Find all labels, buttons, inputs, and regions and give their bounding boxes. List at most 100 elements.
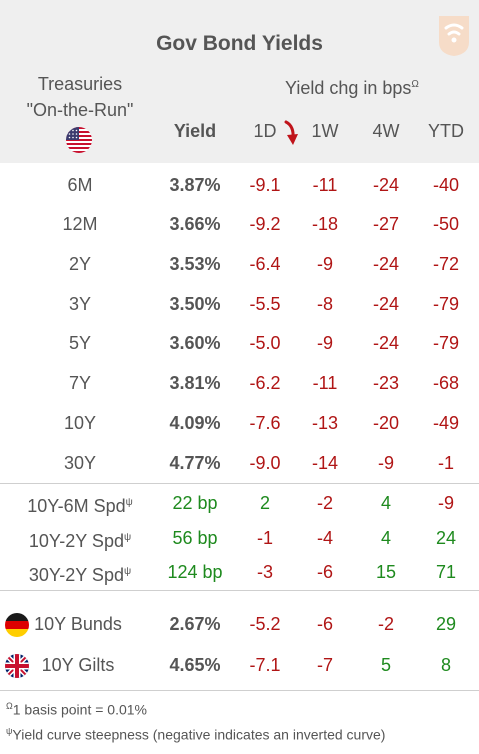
spread-change-4w: 4 [380, 528, 391, 548]
row-yield: 2.67% [169, 614, 221, 634]
footnote-spread: ψYield curve steepness (negative indicat… [6, 726, 386, 743]
spread-row: 10Y-6M Spdψ 22 bp 2 -2 4 -9 [0, 486, 479, 520]
row-change-1d: -9.2 [249, 214, 281, 234]
row-change-1w: -9 [316, 254, 333, 274]
column-header-ytd[interactable]: YTD [428, 121, 464, 141]
row-label: 10Y [63, 413, 97, 433]
table-header: Gov Bond Yields Treasuries "On-the-Run" … [0, 0, 479, 163]
row-change-1d: -9.1 [249, 175, 281, 195]
table-row: 3Y 3.50% -5.5 -8 -24 -79 [0, 284, 479, 324]
us-flag-icon [66, 127, 92, 153]
row-change-1w: -6 [316, 614, 333, 634]
row-change-1w: -8 [316, 294, 333, 314]
table-row: 30Y 4.77% -9.0 -14 -9 -1 [0, 443, 479, 483]
row-yield: 4.65% [169, 655, 221, 675]
spread-change-1w: -2 [316, 493, 333, 513]
row-change-1d: -6.4 [249, 254, 281, 274]
spread-change-4w: 15 [375, 562, 397, 582]
row-change-1w: -11 [312, 175, 338, 195]
spread-change-ytd: 24 [435, 528, 457, 548]
table-row: 7Y 3.81% -6.2 -11 -23 -68 [0, 363, 479, 403]
row-change-ytd: 29 [435, 614, 457, 634]
row-change-1d: -5.0 [249, 333, 281, 353]
sort-arrow-down-icon[interactable] [282, 120, 300, 148]
row-change-4w: -24 [372, 175, 399, 195]
row-change-1w: -7 [316, 655, 333, 675]
row-change-1d: -7.1 [249, 655, 281, 675]
row-change-1d: -9.0 [249, 453, 281, 473]
row-yield: 3.50% [169, 294, 221, 314]
yield-change-title: Yield chg in bpsΩ [285, 78, 419, 98]
row-change-1w: -14 [311, 453, 338, 473]
row-yield: 4.09% [169, 413, 221, 433]
on-the-run-label: "On-the-Run" [26, 100, 134, 120]
brand-logo-icon [439, 16, 469, 56]
row-change-1d: -5.2 [249, 614, 281, 634]
table-row: 10Y 4.09% -7.6 -13 -20 -49 [0, 403, 479, 443]
row-change-1w: -18 [311, 214, 338, 234]
row-yield: 4.77% [169, 453, 221, 473]
row-label: 6M [67, 175, 93, 195]
spread-change-4w: 4 [380, 493, 391, 513]
divider [0, 483, 479, 484]
row-yield: 3.87% [169, 175, 221, 195]
row-label: 7Y [68, 373, 92, 393]
spread-label: 10Y-2Y Spdψ [28, 531, 132, 551]
spread-value: 22 bp [172, 493, 218, 513]
footnote-basis-point: Ω1 basis point = 0.01% [6, 701, 147, 718]
row-label: 10Y Bunds [34, 614, 122, 634]
table-row: 2Y 3.53% -6.4 -9 -24 -72 [0, 244, 479, 284]
column-header-yield[interactable]: Yield [173, 121, 217, 141]
row-change-1w: -11 [312, 373, 338, 393]
spread-change-1d: -1 [256, 528, 273, 548]
table-row: 6M 3.87% -9.1 -11 -24 -40 [0, 165, 479, 205]
germany-flag-icon [5, 613, 29, 637]
row-change-ytd: -72 [432, 254, 459, 274]
row-yield: 3.81% [169, 373, 221, 393]
row-change-4w: -24 [372, 294, 399, 314]
row-yield: 3.53% [169, 254, 221, 274]
spread-change-1w: -4 [316, 528, 333, 548]
column-header-4w[interactable]: 4W [372, 121, 400, 141]
spread-change-1d: 2 [259, 493, 270, 513]
spread-change-1w: -6 [316, 562, 333, 582]
table-row: 10Y Bunds 2.67% -5.2 -6 -2 29 [0, 604, 479, 644]
treasuries-label: Treasuries [37, 74, 123, 94]
row-change-4w: -23 [372, 373, 399, 393]
spread-label: 10Y-6M Spdψ [27, 496, 133, 516]
row-change-1w: -9 [316, 333, 333, 353]
divider [0, 590, 479, 591]
row-change-ytd: -40 [432, 175, 459, 195]
uk-flag-icon [5, 654, 29, 678]
row-label: 3Y [68, 294, 92, 314]
row-change-ytd: 8 [440, 655, 451, 675]
row-yield: 3.66% [169, 214, 221, 234]
row-label: 30Y [63, 453, 97, 473]
row-change-4w: -20 [372, 413, 399, 433]
row-change-4w: 5 [380, 655, 391, 675]
row-label: 5Y [68, 333, 92, 353]
row-change-4w: -24 [372, 254, 399, 274]
spread-change-ytd: 71 [435, 562, 457, 582]
row-change-ytd: -68 [432, 373, 459, 393]
row-change-ytd: -79 [432, 294, 459, 314]
row-change-ytd: -79 [432, 333, 459, 353]
row-change-1d: -7.6 [249, 413, 281, 433]
column-header-1d[interactable]: 1D [253, 121, 277, 141]
row-label: 2Y [68, 254, 92, 274]
page-title: Gov Bond Yields [156, 32, 323, 55]
row-change-ytd: -50 [432, 214, 459, 234]
row-change-ytd: -1 [437, 453, 454, 473]
row-label: 10Y Gilts [41, 655, 115, 675]
spread-row: 10Y-2Y Spdψ 56 bp -1 -4 4 24 [0, 521, 479, 555]
column-header-1w[interactable]: 1W [311, 121, 339, 141]
divider [0, 690, 479, 691]
row-yield: 3.60% [169, 333, 221, 353]
row-change-4w: -2 [377, 614, 394, 634]
row-label: 12M [62, 214, 98, 234]
row-change-1w: -13 [311, 413, 338, 433]
row-change-4w: -9 [377, 453, 394, 473]
row-change-4w: -27 [372, 214, 399, 234]
spread-row: 30Y-2Y Spdψ 124 bp -3 -6 15 71 [0, 555, 479, 589]
row-change-1d: -5.5 [249, 294, 281, 314]
